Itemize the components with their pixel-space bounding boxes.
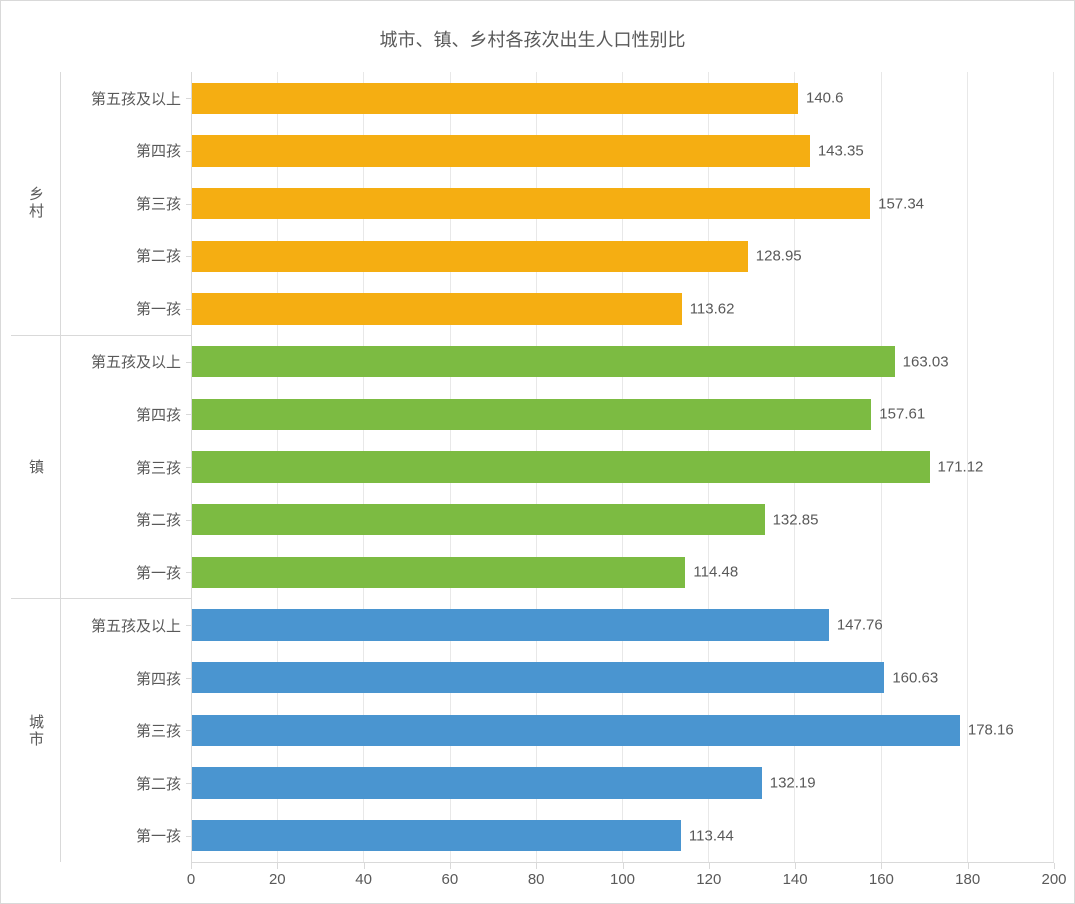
y-group-label-0: 乡村 (11, 72, 60, 335)
x-tick-label: 80 (528, 871, 545, 888)
y-label: 第二孩 (61, 230, 191, 283)
bar-row: 132.85 (192, 493, 1054, 546)
bar-value-label: 114.48 (685, 564, 738, 581)
bars-area: 140.6 143.35 157.34 128.95 113.62 163.03 157.6… (192, 72, 1054, 862)
bar-value-label: 132.85 (765, 511, 819, 528)
y-label: 第一孩 (61, 809, 191, 862)
y-label-group-0: 第五孩及以上 第四孩 第三孩 第二孩 第一孩 (61, 72, 191, 335)
bar-row: 178.16 (192, 704, 1054, 757)
y-label-group-2: 第五孩及以上 第四孩 第三孩 第二孩 第一孩 (61, 598, 191, 862)
x-tick-mark (709, 863, 710, 869)
bar-value-label: 157.61 (871, 406, 925, 423)
bar-group: 140.6 143.35 157.34 128.95 113.62 (192, 72, 1054, 335)
y-label: 第三孩 (61, 177, 191, 230)
x-tick-mark (450, 863, 451, 869)
bar-value-label: 178.16 (960, 722, 1014, 739)
bar: 178.16 (192, 715, 960, 747)
bar-row: 113.44 (192, 809, 1054, 862)
bar-value-label: 147.76 (829, 616, 883, 633)
y-label-group-1: 第五孩及以上 第四孩 第三孩 第二孩 第一孩 (61, 335, 191, 599)
bar-row: 128.95 (192, 230, 1054, 283)
bar-value-label: 113.44 (681, 827, 734, 844)
plot-area: 140.6 143.35 157.34 128.95 113.62 163.03 157.6… (191, 72, 1054, 862)
bar: 140.6 (192, 83, 798, 115)
bar-value-label: 160.63 (884, 669, 938, 686)
bar: 157.34 (192, 188, 870, 220)
bar-value-label: 163.03 (895, 353, 949, 370)
bar-value-label: 171.12 (930, 459, 984, 476)
chart-container: 城市、镇、乡村各孩次出生人口性别比 乡村 镇 城市 第五孩及以上 第四孩 第三孩… (0, 0, 1075, 904)
bar: 132.19 (192, 767, 762, 799)
x-tick-label: 120 (696, 871, 721, 888)
bar-value-label: 140.6 (798, 90, 844, 107)
y-label: 第四孩 (61, 388, 191, 441)
x-tick-mark (364, 863, 365, 869)
x-tick-label: 20 (269, 871, 286, 888)
x-tick-label: 100 (610, 871, 635, 888)
y-group-label-2: 城市 (11, 598, 60, 862)
bar-row: 160.63 (192, 651, 1054, 704)
y-label: 第二孩 (61, 757, 191, 810)
y-label: 第二孩 (61, 493, 191, 546)
bar-value-label: 128.95 (748, 248, 802, 265)
bar: 113.44 (192, 820, 681, 852)
bar-row: 132.19 (192, 757, 1054, 810)
bar: 171.12 (192, 451, 930, 483)
y-axis-group-labels: 乡村 镇 城市 (11, 72, 61, 862)
bar-value-label: 143.35 (810, 143, 864, 160)
y-label: 第四孩 (61, 125, 191, 178)
bar-value-label: 132.19 (762, 775, 816, 792)
bar-row: 114.48 (192, 546, 1054, 599)
x-tick-label: 160 (869, 871, 894, 888)
bar: 163.03 (192, 346, 895, 378)
bar-row: 157.61 (192, 388, 1054, 441)
x-tick-label: 140 (783, 871, 808, 888)
bar-row: 147.76 (192, 599, 1054, 652)
x-axis: 020406080100120140160180200 (191, 862, 1054, 892)
y-group-label-1: 镇 (11, 335, 60, 599)
bar-value-label: 157.34 (870, 195, 924, 212)
chart-body: 乡村 镇 城市 第五孩及以上 第四孩 第三孩 第二孩 第一孩 第五孩及以上 第四… (11, 72, 1054, 862)
x-tick-mark (795, 863, 796, 869)
x-tick-label: 180 (955, 871, 980, 888)
y-label: 第五孩及以上 (61, 336, 191, 389)
bar-row: 113.62 (192, 283, 1054, 336)
bar-group: 147.76 160.63 178.16 132.19 113.44 (192, 599, 1054, 862)
bar: 128.95 (192, 241, 748, 273)
y-label: 第一孩 (61, 282, 191, 335)
y-label: 第三孩 (61, 441, 191, 494)
y-label: 第四孩 (61, 652, 191, 705)
x-tick-mark (536, 863, 537, 869)
bar: 157.61 (192, 399, 871, 431)
x-tick-label: 200 (1041, 871, 1066, 888)
bar: 114.48 (192, 557, 685, 589)
x-tick-mark (1054, 863, 1055, 869)
bar-row: 143.35 (192, 125, 1054, 178)
bar-row: 163.03 (192, 335, 1054, 388)
x-tick-label: 60 (442, 871, 459, 888)
y-axis-category-labels: 第五孩及以上 第四孩 第三孩 第二孩 第一孩 第五孩及以上 第四孩 第三孩 第二… (61, 72, 191, 862)
bar-row: 171.12 (192, 441, 1054, 494)
bar-row: 140.6 (192, 72, 1054, 125)
y-label: 第五孩及以上 (61, 599, 191, 652)
bar: 132.85 (192, 504, 765, 536)
bar: 143.35 (192, 135, 810, 167)
bar-row: 157.34 (192, 177, 1054, 230)
x-tick-label: 0 (187, 871, 195, 888)
x-tick-mark (191, 863, 192, 869)
bar: 147.76 (192, 609, 829, 641)
bar: 113.62 (192, 293, 682, 325)
chart-title: 城市、镇、乡村各孩次出生人口性别比 (11, 11, 1054, 72)
x-tick-mark (968, 863, 969, 869)
bar-group: 163.03 157.61 171.12 132.85 114.48 (192, 335, 1054, 598)
x-tick-mark (277, 863, 278, 869)
y-label: 第一孩 (61, 546, 191, 599)
x-tick-mark (881, 863, 882, 869)
bar: 160.63 (192, 662, 884, 694)
x-tick-label: 40 (355, 871, 372, 888)
bar-value-label: 113.62 (682, 301, 735, 318)
y-label: 第三孩 (61, 704, 191, 757)
y-label: 第五孩及以上 (61, 72, 191, 125)
x-tick-mark (623, 863, 624, 869)
